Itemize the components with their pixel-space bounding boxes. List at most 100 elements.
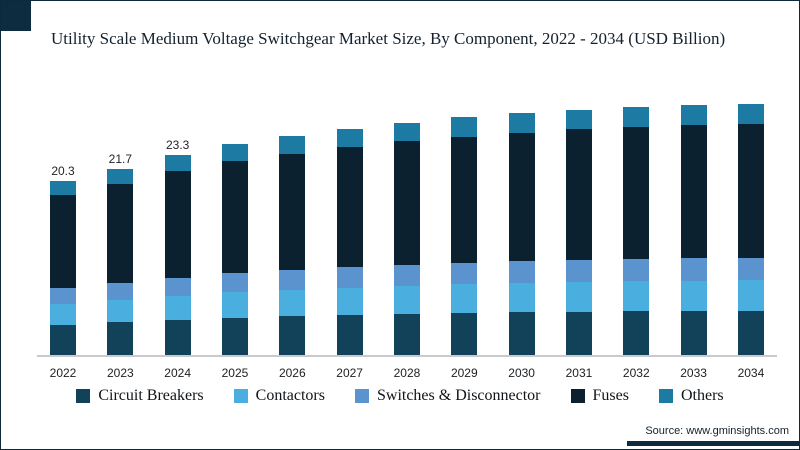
bar-segment [565, 129, 592, 260]
bar-segment [508, 283, 535, 313]
bar-segment [680, 125, 707, 259]
bar-segment [336, 287, 363, 316]
bar-group-2028: 2028 [391, 89, 423, 380]
stacked-bar [107, 169, 134, 356]
legend: Circuit Breakers Contactors Switches & Dis… [1, 387, 799, 405]
bar-segment [279, 136, 306, 154]
bar-segment [737, 123, 764, 258]
legend-item: Fuses [570, 387, 629, 405]
bar-group-2026: 2026 [276, 89, 308, 380]
x-axis-tick-label: 2030 [508, 366, 535, 380]
bar-group-2030: 2030 [506, 89, 538, 380]
stacked-bar [680, 105, 707, 356]
bar-segment [680, 105, 707, 126]
stacked-bar [221, 144, 248, 356]
x-axis-line [37, 355, 777, 357]
stacked-bar [279, 136, 306, 356]
bar-segment [164, 319, 191, 356]
legend-label: Others [680, 387, 724, 404]
stacked-bar [336, 128, 363, 356]
bar-group-2027: 2027 [334, 89, 366, 380]
bar-segment [623, 258, 650, 282]
legend-item: Contactors [233, 387, 325, 405]
legend-label: Switches & Disconnector [376, 387, 541, 404]
stacked-bar [50, 181, 76, 356]
x-axis-tick-label: 2034 [737, 366, 765, 380]
bar-segment [451, 136, 478, 264]
bar-segment [279, 316, 306, 356]
bar-segment [623, 107, 650, 128]
bar-segment [565, 311, 592, 356]
legend-swatch-icon [658, 389, 673, 403]
bar-segment [50, 303, 76, 325]
legend-item: Circuit Breakers [76, 387, 204, 405]
bar-total-label: 21.7 [108, 152, 132, 167]
bar-segment [680, 310, 707, 356]
stacked-bar [393, 122, 420, 356]
bar-segment [107, 184, 134, 284]
bar-segment [508, 113, 535, 133]
x-axis-tick-label: 2022 [49, 366, 77, 380]
x-axis-tick-label: 2031 [565, 366, 593, 380]
bar-segment [164, 171, 191, 278]
source-attribution: Source: www.gminsights.com [645, 425, 789, 437]
bar-total-label: 20.3 [51, 164, 75, 179]
bar-segment [279, 270, 306, 291]
bar-segment [508, 261, 535, 284]
bar-segment [279, 153, 306, 271]
bar-segment [221, 317, 248, 356]
bar-segment [451, 117, 478, 137]
legend-swatch-icon [233, 389, 248, 403]
bar-segment [336, 128, 363, 147]
stacked-bar [164, 155, 191, 356]
stacked-bar [737, 103, 764, 356]
legend-label: Fuses [592, 387, 629, 404]
bar-group-2024: 23.3 2024 [162, 89, 194, 380]
bar-segment [221, 161, 248, 274]
bar-segment [680, 258, 707, 281]
bar-segment [680, 280, 707, 311]
bar-segment [336, 267, 363, 288]
corner-decoration [1, 1, 31, 31]
bar-segment [164, 155, 191, 172]
bar-group-2032: 2032 [620, 89, 652, 380]
bar-segment [279, 290, 306, 317]
bar-segment [50, 181, 76, 196]
bar-group-2022: 20.3 2022 [47, 89, 79, 380]
x-axis-tick-label: 2032 [622, 366, 650, 380]
chart-title: Utility Scale Medium Voltage Switchgear … [51, 29, 726, 48]
bar-segment [508, 312, 535, 356]
bar-segment [393, 286, 420, 314]
bar-segment [393, 141, 420, 265]
bar-segment [221, 144, 248, 162]
stacked-bar [508, 113, 535, 356]
bar-segment [565, 282, 592, 312]
bar-segment [737, 310, 764, 356]
bar-segment [451, 284, 478, 314]
bar-segment [451, 313, 478, 356]
bar-segment [508, 132, 535, 262]
x-axis-tick-label: 2026 [278, 366, 306, 380]
bar-segment [623, 311, 650, 356]
bar-group-2023: 21.7 2023 [104, 89, 136, 380]
bar-segment [393, 265, 420, 286]
bar-segment [50, 195, 76, 288]
bar-segment [737, 257, 764, 281]
bar-group-2033: 2033 [678, 89, 710, 380]
stacked-bar [451, 117, 478, 356]
legend-label: Circuit Breakers [98, 387, 204, 404]
bar-segment [737, 280, 764, 311]
bar-segment [336, 315, 363, 356]
bar-segment [565, 109, 592, 130]
bar-segment [565, 260, 592, 283]
legend-swatch-icon [354, 389, 369, 403]
bar-segment [451, 263, 478, 285]
legend-item: Others [658, 387, 724, 405]
bar-segment [50, 287, 76, 304]
x-axis-tick-label: 2023 [106, 366, 134, 380]
source-underline-bar [627, 441, 799, 446]
legend-swatch-icon [76, 389, 91, 403]
x-axis-tick-label: 2024 [164, 366, 192, 380]
bars: 20.3 2022 21.7 2023 23.3 2024 2025 2026 2027 2028… [43, 89, 771, 380]
